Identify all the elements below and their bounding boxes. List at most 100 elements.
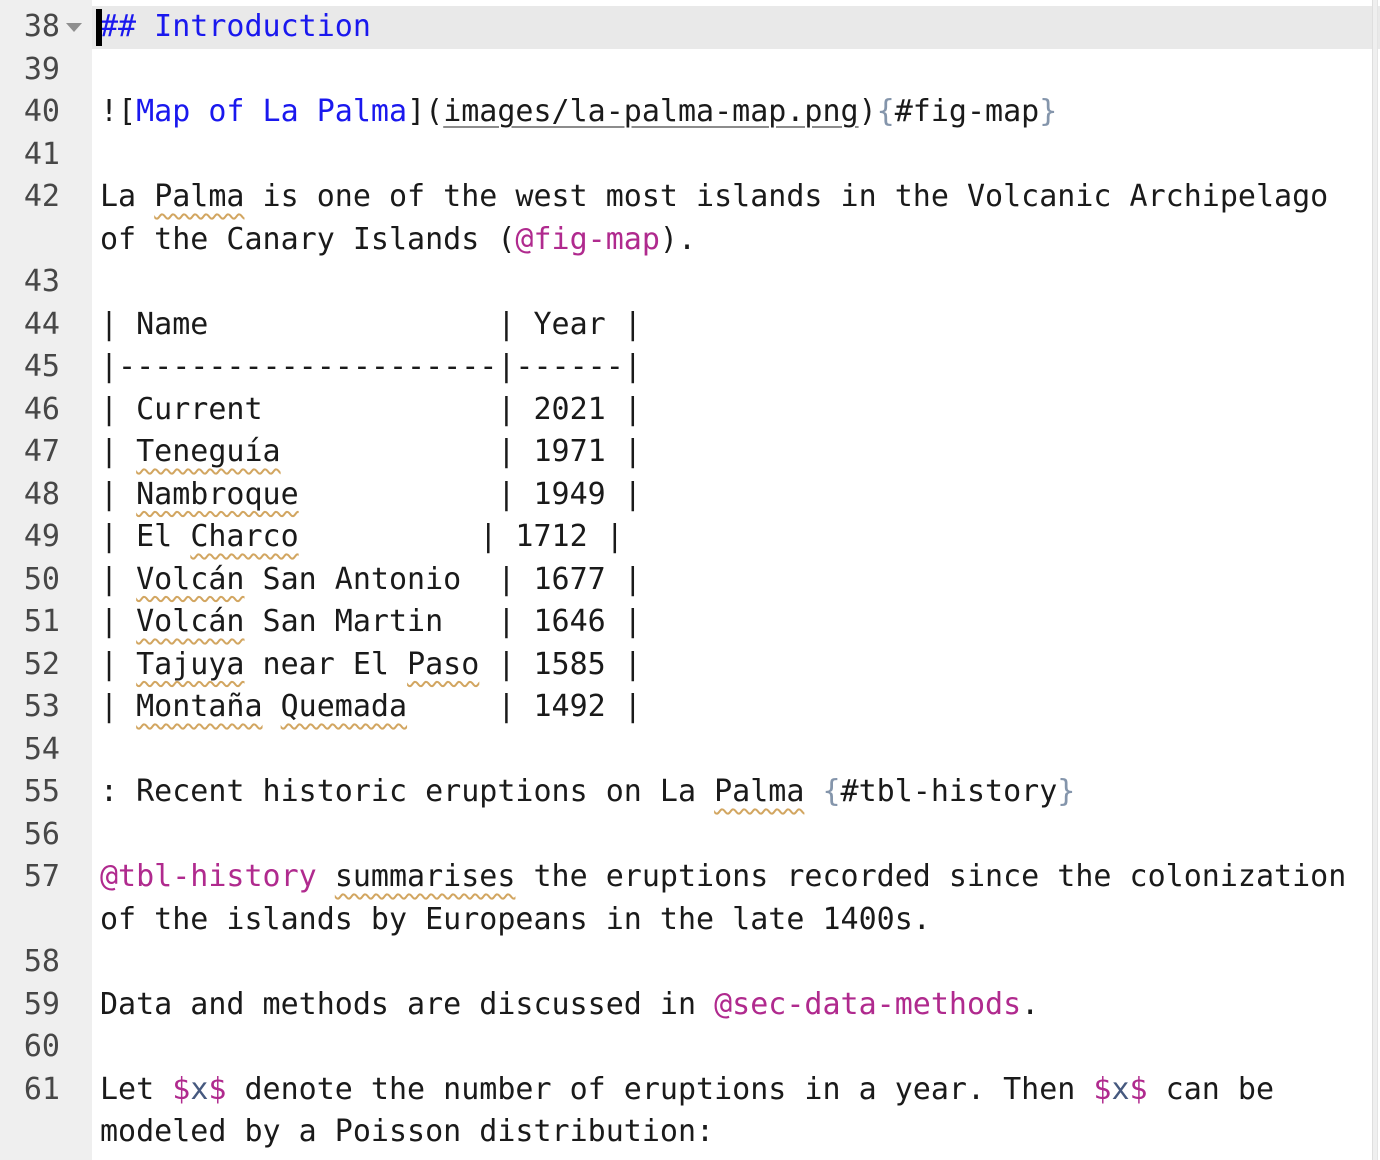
fold-gutter — [60, 91, 92, 134]
line-number[interactable]: 47 — [23, 434, 60, 469]
code-line[interactable]: |---------------------|------| — [92, 346, 1380, 389]
fold-gutter — [60, 6, 92, 49]
code-line[interactable]: | Montaña Quemada | 1492 | — [92, 686, 1380, 729]
fold-gutter — [60, 814, 92, 857]
line-number[interactable]: 50 — [23, 561, 60, 597]
fold-toggle-icon[interactable] — [66, 23, 82, 32]
fold-gutter — [60, 984, 92, 1027]
line-number[interactable]: 42 — [23, 179, 60, 214]
fold-gutter — [60, 771, 92, 814]
line-number[interactable]: 58 — [23, 944, 60, 979]
gutter-cell: 39 — [0, 49, 92, 92]
code-line[interactable] — [92, 134, 1380, 177]
line-number[interactable]: 48 — [23, 476, 60, 512]
line-number[interactable]: 53 — [23, 689, 60, 724]
editor-line: 59 Data and methods are discussed in @sec… — [0, 984, 1380, 1027]
gutter-background — [0, 0, 92, 1160]
code-line[interactable] — [92, 814, 1380, 857]
code-line[interactable]: @tbl-history summarises the eruptions re… — [92, 856, 1380, 941]
editor-line: 49 | El Charco | 1712 | — [0, 516, 1380, 559]
code-line[interactable]: | Volcán San Martin | 1646 | — [92, 601, 1380, 644]
code-token-misspelled: Palma — [154, 179, 245, 214]
fold-gutter — [60, 474, 92, 517]
code-token-misspelled: Montaña — [136, 689, 263, 724]
editor-line: 46 | Current | 2021 | — [0, 389, 1380, 432]
code-token-text: San Antonio | 1677 | — [244, 561, 642, 597]
line-number[interactable]: 59 — [23, 986, 60, 1022]
editor-line: 61 Let $x$ denote the number of eruptions… — [0, 1069, 1380, 1154]
line-number[interactable]: 57 — [23, 859, 60, 894]
code-line[interactable]: | Current | 2021 | — [92, 389, 1380, 432]
code-line[interactable] — [92, 49, 1380, 92]
code-line[interactable] — [92, 729, 1380, 772]
gutter-cell: 49 — [0, 516, 92, 559]
code-line[interactable]: La Palma is one of the west most islands… — [92, 176, 1380, 261]
gutter-cell: 56 — [0, 814, 92, 857]
code-line[interactable] — [92, 941, 1380, 984]
line-number[interactable]: 54 — [23, 731, 60, 767]
code-line[interactable] — [92, 261, 1380, 304]
code-token-text: | Current | 2021 | — [100, 391, 642, 427]
code-token-math-delim: $ — [1129, 1071, 1148, 1107]
code-token-math-var: x — [190, 1071, 209, 1107]
editor-line: 47 | Teneguía | 1971 | — [0, 431, 1380, 474]
scrollbar-track[interactable] — [1372, 0, 1378, 1160]
code-token-text: | 1585 | — [479, 646, 642, 682]
fold-gutter — [60, 49, 92, 92]
gutter-cell: 61 — [0, 1069, 92, 1154]
line-number[interactable]: 60 — [23, 1029, 60, 1064]
code-token-text: | 1971 | — [280, 434, 642, 469]
editor-line: 51 | Volcán San Martin | 1646 | — [0, 601, 1380, 644]
code-line[interactable]: | Nambroque | 1949 | — [92, 474, 1380, 517]
code-token-text: | 1949 | — [298, 476, 642, 512]
line-number[interactable]: 45 — [23, 349, 60, 384]
code-line[interactable]: | El Charco | 1712 | — [92, 516, 1380, 559]
code-token-brace: } — [1039, 94, 1058, 129]
code-token-misspelled: Tajuya — [136, 646, 245, 682]
line-number[interactable]: 41 — [23, 136, 60, 172]
code-token-brace: { — [822, 774, 841, 809]
line-number[interactable]: 49 — [23, 519, 60, 554]
line-number[interactable]: 38 — [23, 9, 60, 44]
code-token-text: | 1712 | — [298, 519, 624, 554]
editor-line: 42 La Palma is one of the west most islan… — [0, 176, 1380, 261]
code-line-current[interactable]: ## Introduction — [92, 6, 1380, 49]
line-number[interactable]: 43 — [23, 264, 60, 299]
code-token-text — [804, 774, 822, 809]
editor-line: 41 — [0, 134, 1380, 177]
code-line[interactable]: | Tajuya near El Paso | 1585 | — [92, 644, 1380, 687]
line-number[interactable]: 40 — [23, 94, 60, 129]
line-number[interactable]: 55 — [23, 774, 60, 809]
code-token-text: . — [1021, 986, 1040, 1022]
line-number[interactable]: 61 — [23, 1071, 60, 1107]
code-token-misspelled: Teneguía — [136, 434, 281, 469]
code-line[interactable] — [92, 1026, 1380, 1069]
editor-line: 54 — [0, 729, 1380, 772]
line-number[interactable]: 44 — [23, 306, 60, 342]
code-token-brace: { — [876, 94, 895, 129]
code-line[interactable]: ![Map of La Palma](images/la-palma-map.p… — [92, 91, 1380, 134]
line-number[interactable]: 51 — [23, 604, 60, 639]
code-token-text: | — [100, 434, 137, 469]
code-line[interactable]: : Recent historic eruptions on La Palma … — [92, 771, 1380, 814]
code-token-text: denote the number of eruptions in a year… — [226, 1071, 1094, 1107]
code-token-text: Data and methods are discussed in — [100, 986, 715, 1022]
code-line[interactable]: Let $x$ denote the number of eruptions i… — [92, 1069, 1380, 1154]
code-token-math-var: x — [1111, 1071, 1130, 1107]
fold-gutter — [60, 389, 92, 432]
code-token-reference: @fig-map — [515, 221, 660, 257]
line-number[interactable]: 39 — [23, 51, 60, 87]
code-token-text: | — [100, 604, 137, 639]
code-line[interactable]: | Teneguía | 1971 | — [92, 431, 1380, 474]
fold-gutter — [60, 644, 92, 687]
code-line[interactable]: | Volcán San Antonio | 1677 | — [92, 559, 1380, 602]
line-number[interactable]: 52 — [23, 646, 60, 682]
gutter-cell: 58 — [0, 941, 92, 984]
fold-gutter — [60, 516, 92, 559]
gutter-cell: 54 — [0, 729, 92, 772]
code-line[interactable]: Data and methods are discussed in @sec-d… — [92, 984, 1380, 1027]
code-line[interactable]: | Name | Year | — [92, 304, 1380, 347]
line-number[interactable]: 46 — [23, 391, 60, 427]
gutter-cell: 48 — [0, 474, 92, 517]
line-number[interactable]: 56 — [23, 816, 60, 852]
